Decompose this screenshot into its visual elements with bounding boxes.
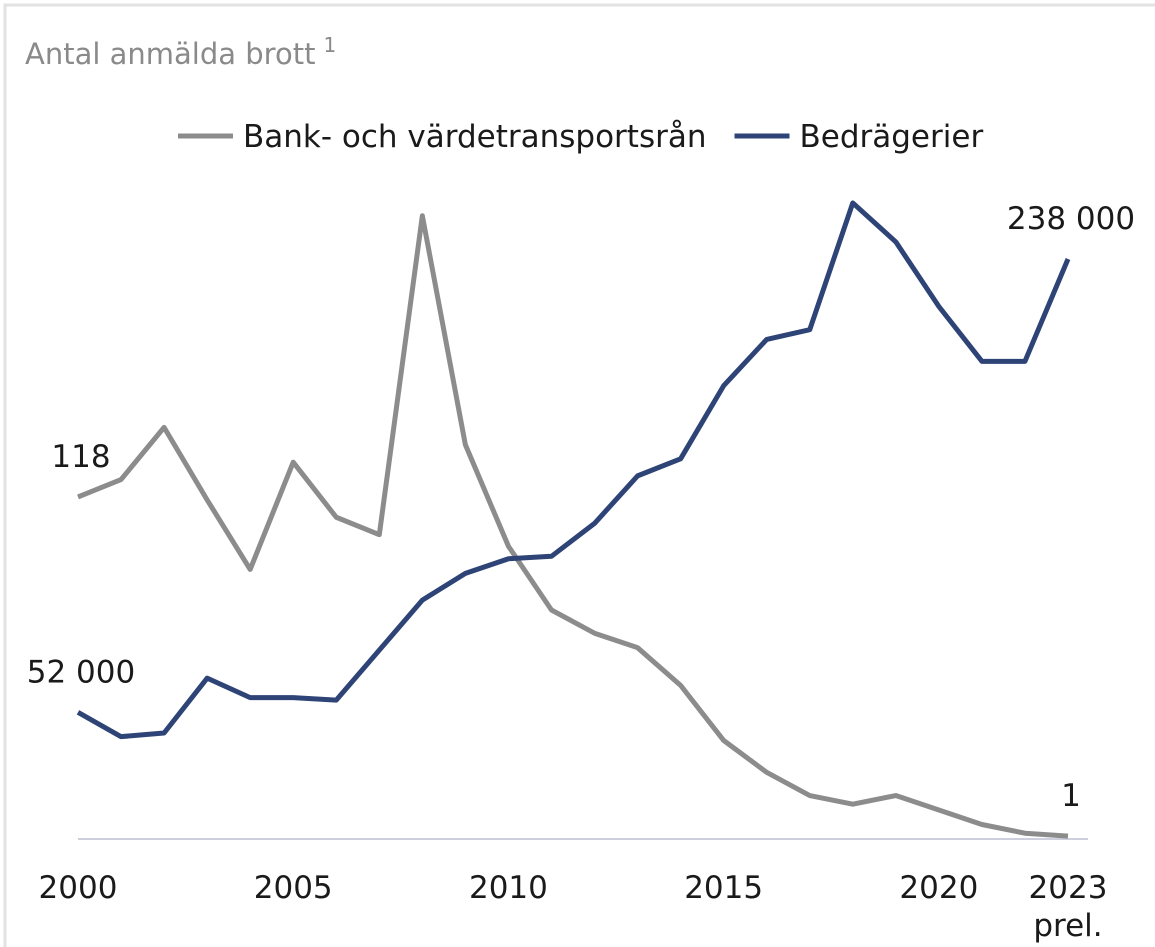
title-note: 1 — [323, 33, 336, 57]
x-tick-label: 2000 — [39, 870, 118, 906]
x-tick-label: 2010 — [469, 870, 548, 906]
x-tick-label: 2023 prel. — [1029, 870, 1108, 944]
series-line — [77, 213, 1069, 839]
legend-label: Bedrägerier — [800, 119, 984, 155]
x-tick-label-line: prel. — [1033, 908, 1102, 944]
chart-title: Antal anmälda brott 1 — [25, 33, 336, 71]
x-tick-label: 2020 — [899, 870, 978, 906]
value-label: 1 — [1061, 778, 1081, 814]
legend-label: Bank- och värdetransportsrån — [243, 119, 707, 155]
title-text: Antal anmälda brott — [25, 37, 315, 71]
x-tick-label: 2015 — [684, 870, 763, 906]
value-label: 238 000 — [1007, 201, 1135, 237]
value-label: 52 000 — [27, 654, 135, 690]
x-tick-label-line: 2023 — [1029, 870, 1108, 906]
x-tick-label: 2005 — [254, 870, 333, 906]
series-line — [76, 200, 1071, 740]
value-label: 118 — [51, 439, 110, 475]
legend: Bank- och värdetransportsrån Bedrägerier — [178, 119, 983, 155]
frame — [3, 3, 1155, 947]
